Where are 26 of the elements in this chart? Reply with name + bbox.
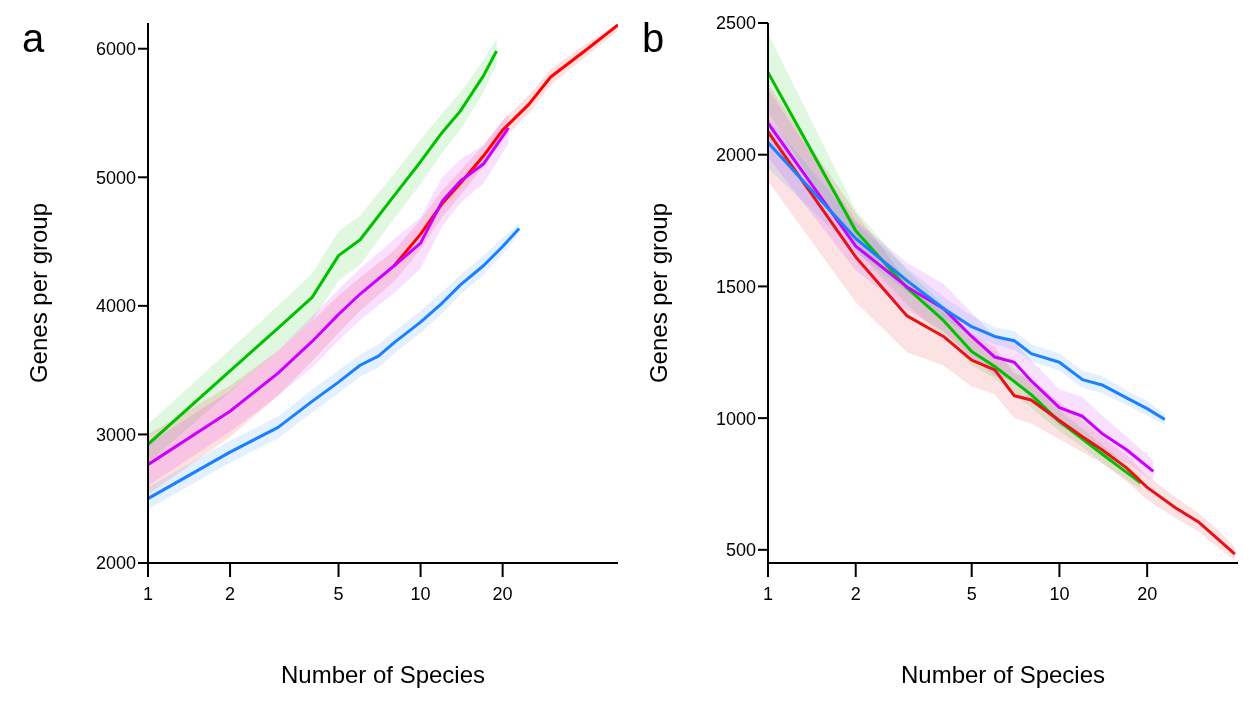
y-axis-title: Genes per group — [24, 202, 52, 384]
x-tick-label: 5 — [333, 583, 344, 604]
x-tick-label: 5 — [966, 583, 977, 604]
y-tick-label: 1500 — [715, 276, 756, 297]
y-tick-label: 6000 — [95, 39, 136, 60]
y-tick-label: 2500 — [715, 13, 756, 34]
y-tick-label: 2000 — [95, 553, 136, 574]
x-tick-label: 10 — [410, 583, 431, 604]
x-tick-label: 10 — [1049, 583, 1070, 604]
y-axis-title: Genes per group — [644, 202, 672, 384]
x-tick-label: 2 — [850, 583, 861, 604]
x-tick-label: 1 — [142, 583, 154, 604]
x-tick-label: 20 — [1137, 583, 1158, 604]
x-axis-title: Number of Species — [900, 661, 1106, 688]
y-tick-label: 500 — [725, 540, 756, 561]
y-tick-label: 3000 — [95, 424, 136, 445]
chart-title: a — [22, 16, 45, 61]
x-tick-label: 1 — [762, 583, 774, 604]
x-tick-label: 2 — [225, 583, 236, 604]
x-tick-label: 20 — [492, 583, 513, 604]
y-tick-label: 1000 — [715, 408, 756, 429]
x-axis-title: Number of Species — [280, 661, 486, 688]
y-tick-label: 5000 — [95, 167, 136, 188]
y-tick-label: 2000 — [715, 145, 756, 166]
y-tick-label: 4000 — [95, 296, 136, 317]
chart-title: b — [642, 16, 665, 61]
